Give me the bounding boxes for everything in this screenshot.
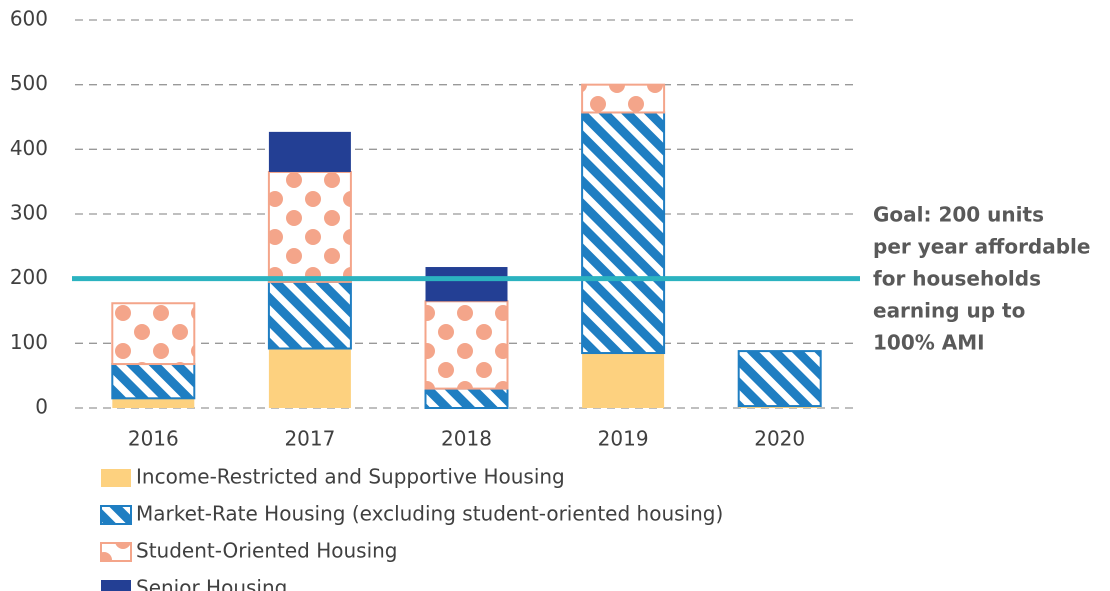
y-tick-label: 100: [10, 330, 48, 354]
goal-label: 100% AMI: [873, 331, 985, 355]
goal-label: Goal: 200 units: [873, 203, 1044, 227]
legend-swatch: [100, 542, 132, 562]
y-tick-label: 0: [35, 395, 48, 419]
legend-swatch: [101, 580, 131, 591]
legend-label: Student-Oriented Housing: [136, 539, 398, 563]
goal-label: earning up to: [873, 299, 1025, 323]
bar-segment: [268, 348, 351, 408]
bar-segment: [737, 350, 822, 408]
bar-segment: [424, 387, 509, 410]
legend-swatch: [101, 469, 131, 487]
y-tick-label: 600: [10, 7, 48, 31]
goal-label: per year affordable: [873, 235, 1090, 259]
y-tick-label: 300: [10, 201, 48, 225]
bar-segment: [581, 111, 666, 355]
bar-segment: [112, 398, 195, 408]
legend-swatch: [100, 505, 132, 525]
goal-label: for households: [873, 267, 1041, 291]
bar-segment: [111, 302, 196, 366]
bar-segment: [425, 267, 508, 302]
x-tick-label: 2019: [598, 427, 649, 451]
bar-segment: [111, 363, 196, 400]
x-tick-label: 2016: [128, 427, 179, 451]
x-tick-label: 2018: [441, 427, 492, 451]
legend-label: Market-Rate Housing (excluding student-o…: [136, 502, 723, 526]
legend-label: Senior Housing: [136, 576, 287, 591]
bar-segment: [268, 131, 351, 172]
bar-segment: [424, 300, 509, 390]
y-tick-label: 400: [10, 136, 48, 160]
x-tick-label: 2020: [754, 427, 805, 451]
y-tick-label: 200: [10, 265, 48, 289]
y-tick-label: 500: [10, 71, 48, 95]
legend-label: Income-Restricted and Supportive Housing: [136, 465, 565, 489]
bar-segment: [267, 280, 352, 350]
bar-segment: [267, 170, 352, 283]
x-tick-label: 2017: [284, 427, 335, 451]
bar-segment: [581, 83, 666, 114]
bar-segment: [582, 353, 665, 408]
